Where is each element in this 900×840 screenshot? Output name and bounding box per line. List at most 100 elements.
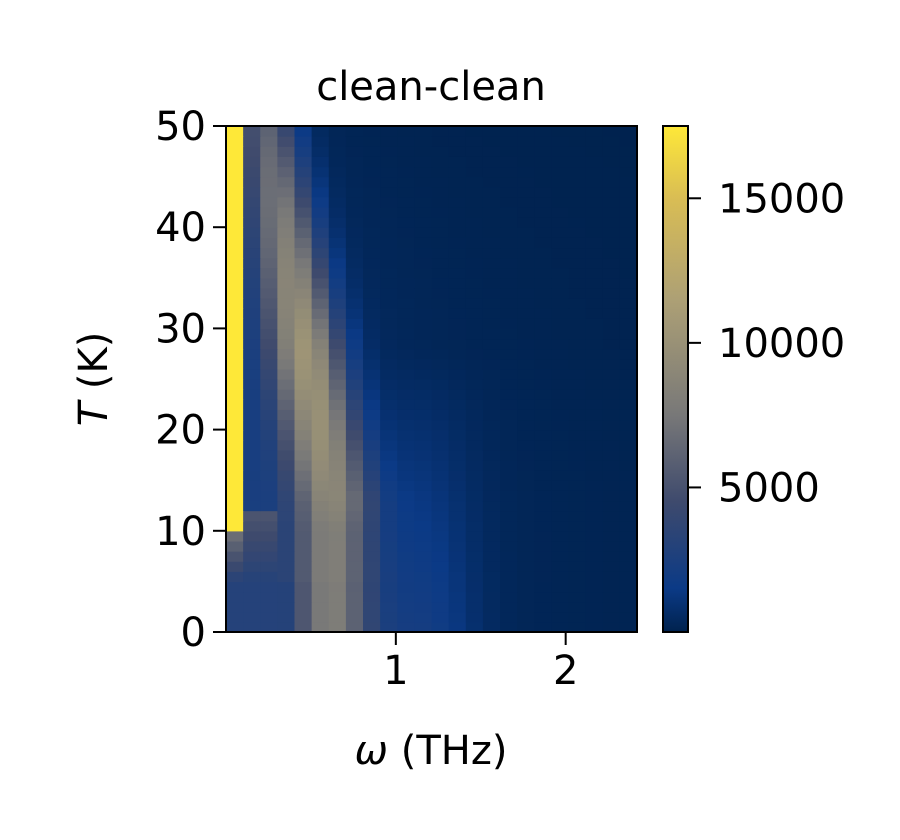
heatmap-cell xyxy=(397,267,415,279)
heatmap-cell xyxy=(551,308,570,319)
heatmap-cell xyxy=(482,368,501,380)
heatmap-cell xyxy=(448,520,467,532)
heatmap-cell xyxy=(243,146,261,157)
heatmap-cell xyxy=(294,561,313,572)
colorbar-tick-label: 5000 xyxy=(718,465,820,511)
heatmap-cell xyxy=(431,379,450,390)
heatmap-cell xyxy=(551,510,570,522)
heatmap-cell xyxy=(448,409,467,421)
heatmap-cell xyxy=(619,318,638,329)
heatmap-cell xyxy=(448,389,467,400)
heatmap-cell xyxy=(568,257,587,269)
heatmap-cell xyxy=(482,328,501,340)
heatmap-cell xyxy=(465,206,484,218)
heatmap-cell xyxy=(431,530,450,542)
heatmap-cell xyxy=(568,399,587,410)
heatmap-cell xyxy=(243,156,261,168)
heatmap-cell xyxy=(328,257,347,269)
heatmap-cell xyxy=(500,338,518,350)
heatmap-cell xyxy=(363,227,381,238)
heatmap-cell xyxy=(619,298,638,309)
heatmap-cell xyxy=(568,156,587,168)
heatmap-cell xyxy=(585,348,604,360)
heatmap-cell xyxy=(619,561,638,572)
heatmap-cell xyxy=(482,217,501,228)
heatmap-cell xyxy=(294,379,313,390)
heatmap-cell xyxy=(585,530,604,542)
heatmap-cell xyxy=(568,328,587,340)
heatmap-cell xyxy=(619,136,638,147)
heatmap-cell xyxy=(534,126,552,137)
heatmap-cell xyxy=(311,409,330,421)
heatmap-cell xyxy=(568,318,587,329)
heatmap-cell xyxy=(551,267,570,279)
heatmap-cell xyxy=(619,510,638,522)
heatmap-cell xyxy=(602,176,621,188)
heatmap-cell xyxy=(568,186,587,198)
heatmap-cell xyxy=(363,551,381,562)
heatmap-cell xyxy=(226,186,244,198)
heatmap-cell xyxy=(500,227,518,238)
heatmap-cell xyxy=(431,368,450,380)
heatmap-cell xyxy=(277,237,296,249)
heatmap-cell xyxy=(328,368,347,380)
heatmap-cell xyxy=(363,277,381,289)
heatmap-cell xyxy=(465,520,484,532)
heatmap-cell xyxy=(602,470,621,481)
heatmap-cell xyxy=(243,510,261,522)
heatmap-cell xyxy=(482,419,501,431)
heatmap-cell xyxy=(448,581,467,593)
heatmap-cell xyxy=(431,186,450,198)
heatmap-cell xyxy=(380,520,398,532)
heatmap-cell xyxy=(294,510,313,522)
heatmap-cell xyxy=(465,338,484,350)
heatmap-cell xyxy=(500,217,518,228)
heatmap-cell xyxy=(243,591,261,603)
heatmap-cell xyxy=(294,540,313,552)
heatmap-cell xyxy=(534,227,552,238)
heatmap-cell xyxy=(517,530,535,542)
heatmap-cell xyxy=(243,490,261,502)
y-axis-label: T (K) xyxy=(71,332,117,427)
heatmap-cell xyxy=(226,591,244,603)
heatmap-cell xyxy=(243,338,261,350)
heatmap-cell xyxy=(328,530,347,542)
heatmap-cell xyxy=(294,237,313,249)
heatmap-cell xyxy=(260,318,278,329)
heatmap-cell xyxy=(534,571,552,582)
heatmap-cell xyxy=(226,196,244,208)
colorbar-ticks: 5000 10000 15000 xyxy=(688,176,845,511)
heatmap-cell xyxy=(345,480,364,491)
heatmap-cell xyxy=(328,298,347,309)
heatmap-cell xyxy=(551,186,570,198)
heatmap-cell xyxy=(345,186,364,198)
heatmap-cell xyxy=(260,449,278,461)
heatmap-cell xyxy=(551,166,570,178)
heatmap-cell xyxy=(397,530,415,542)
heatmap-cell xyxy=(311,510,330,522)
heatmap-cell xyxy=(482,449,501,461)
heatmap-cell xyxy=(500,520,518,532)
heatmap-cell xyxy=(500,156,518,168)
heatmap-cell xyxy=(260,540,278,552)
heatmap-cell xyxy=(363,338,381,350)
heatmap-cell xyxy=(345,449,364,461)
heatmap-cell xyxy=(568,530,587,542)
heatmap-cell xyxy=(465,136,484,147)
heatmap-cell xyxy=(431,237,450,249)
heatmap-cell xyxy=(260,500,278,512)
heatmap-cell xyxy=(363,571,381,582)
heatmap-cell xyxy=(568,439,587,451)
heatmap-cell xyxy=(482,389,501,400)
heatmap-cell xyxy=(602,146,621,157)
heatmap-cell xyxy=(585,520,604,532)
heatmap-cell xyxy=(619,389,638,400)
heatmap-cell xyxy=(500,551,518,562)
heatmap-cell xyxy=(226,277,244,289)
heatmap-cell xyxy=(551,581,570,593)
heatmap-cell xyxy=(311,176,330,188)
heatmap-cell xyxy=(363,146,381,157)
heatmap-cell xyxy=(243,368,261,380)
heatmap-cell xyxy=(431,470,450,481)
heatmap-cell xyxy=(585,540,604,552)
